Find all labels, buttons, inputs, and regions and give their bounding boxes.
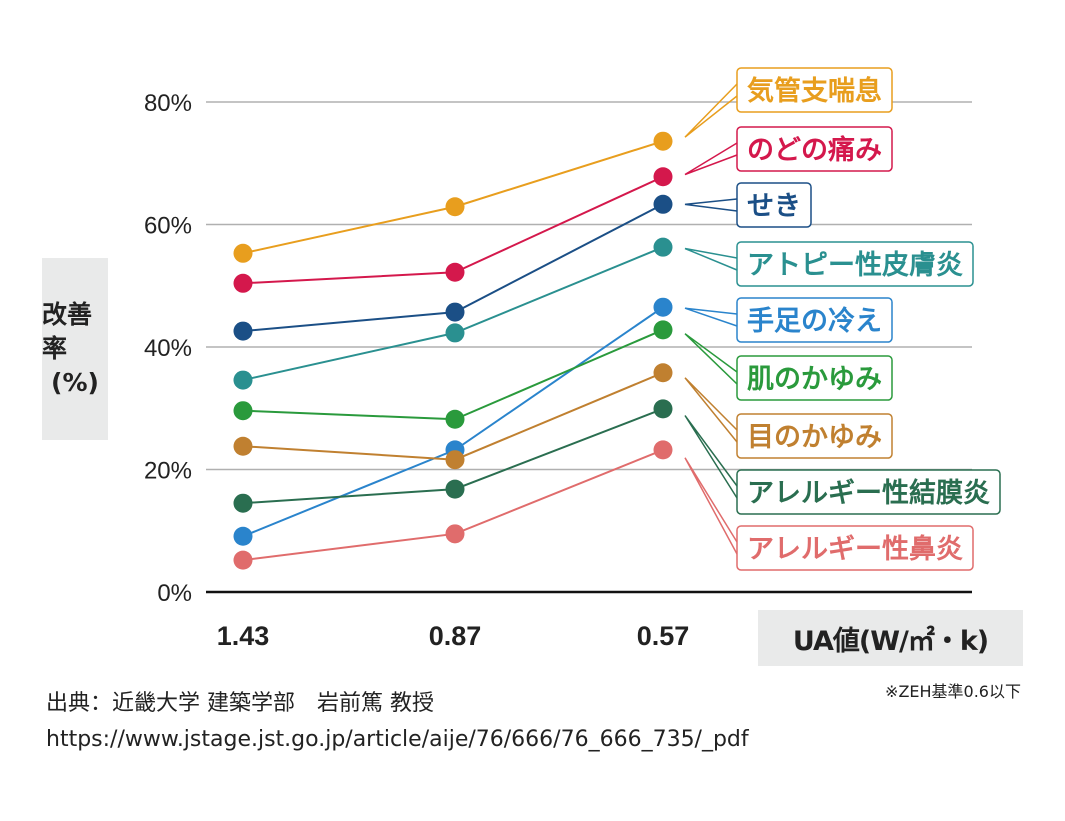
y-tick-label: 20% bbox=[144, 458, 192, 485]
callout-leader bbox=[684, 333, 738, 385]
data-point bbox=[233, 243, 253, 263]
callout-leader bbox=[684, 83, 738, 138]
data-point bbox=[653, 320, 673, 340]
data-point bbox=[653, 131, 673, 151]
data-point bbox=[653, 167, 673, 187]
callout-label: 手足の冷え bbox=[747, 306, 882, 337]
data-point bbox=[653, 440, 673, 460]
data-point bbox=[233, 401, 253, 421]
callout-leader bbox=[684, 142, 738, 176]
x-tick-label: 0.87 bbox=[429, 621, 482, 651]
data-point bbox=[653, 297, 673, 317]
series-line bbox=[242, 328, 664, 421]
data-point bbox=[653, 237, 673, 257]
callout-label: アレルギー性鼻炎 bbox=[747, 534, 963, 565]
y-tick-label: 40% bbox=[144, 335, 192, 362]
callout-box bbox=[736, 469, 1001, 515]
callout-label: 目のかゆみ bbox=[747, 422, 882, 453]
data-point bbox=[653, 399, 673, 419]
callout-box bbox=[736, 182, 812, 228]
data-point bbox=[445, 479, 465, 499]
callout-box bbox=[736, 126, 893, 172]
callout-box bbox=[736, 67, 893, 113]
y-tick-label: 80% bbox=[144, 90, 192, 117]
zeh-note: ※ZEH基準0.6以下 bbox=[885, 682, 1021, 701]
callout-box bbox=[736, 525, 974, 571]
data-point bbox=[233, 526, 253, 546]
callout-leader bbox=[684, 377, 738, 443]
x-axis-label: UA値(W/㎡・k) bbox=[758, 610, 1023, 666]
data-point bbox=[445, 302, 465, 322]
source-line1: 出典：近畿大学 建築学部 岩前篤 教授 bbox=[46, 691, 434, 716]
callout-leader bbox=[684, 457, 738, 555]
callout-box bbox=[736, 355, 893, 401]
data-point bbox=[445, 323, 465, 343]
callout-label: 肌のかゆみ bbox=[747, 364, 882, 395]
data-point bbox=[233, 370, 253, 390]
callout-leader bbox=[684, 198, 738, 212]
callout-label: アレルギー性結膜炎 bbox=[747, 477, 990, 509]
data-point bbox=[233, 436, 253, 456]
callout-leader bbox=[684, 247, 738, 271]
data-point bbox=[445, 409, 465, 429]
data-point bbox=[233, 493, 253, 513]
y-tick-label: 60% bbox=[144, 213, 192, 240]
x-tick-label: 0.57 bbox=[637, 621, 690, 651]
data-point bbox=[233, 550, 253, 570]
callout-box bbox=[736, 297, 893, 343]
data-point bbox=[445, 450, 465, 470]
callout-box bbox=[736, 413, 893, 459]
callout-box bbox=[736, 241, 974, 287]
data-point bbox=[653, 363, 673, 383]
y-axis-label: 改善率 (%) bbox=[42, 258, 108, 440]
data-point bbox=[653, 194, 673, 214]
callout-leader bbox=[684, 307, 738, 327]
y-axis-label-line2: (%) bbox=[51, 368, 99, 397]
y-axis-label-line1: 改善率 bbox=[42, 300, 93, 363]
data-point bbox=[445, 197, 465, 217]
y-tick-label: 0% bbox=[157, 580, 192, 607]
data-point bbox=[445, 262, 465, 282]
data-point bbox=[445, 524, 465, 544]
x-tick-label: 1.43 bbox=[217, 621, 270, 651]
callout-label: アトピー性皮膚炎 bbox=[747, 250, 963, 281]
data-point bbox=[233, 321, 253, 341]
source-citation: 出典：近畿大学 建築学部 岩前篤 教授 https://www.jstage.j… bbox=[46, 686, 749, 758]
callout-label: のどの痛み bbox=[747, 134, 882, 166]
source-url: https://www.jstage.jst.go.jp/article/aij… bbox=[46, 727, 749, 752]
callout-label: 気管支喘息 bbox=[747, 75, 882, 107]
callout-label: せき bbox=[747, 191, 801, 222]
callout-leader bbox=[684, 415, 738, 499]
data-point bbox=[233, 273, 253, 293]
